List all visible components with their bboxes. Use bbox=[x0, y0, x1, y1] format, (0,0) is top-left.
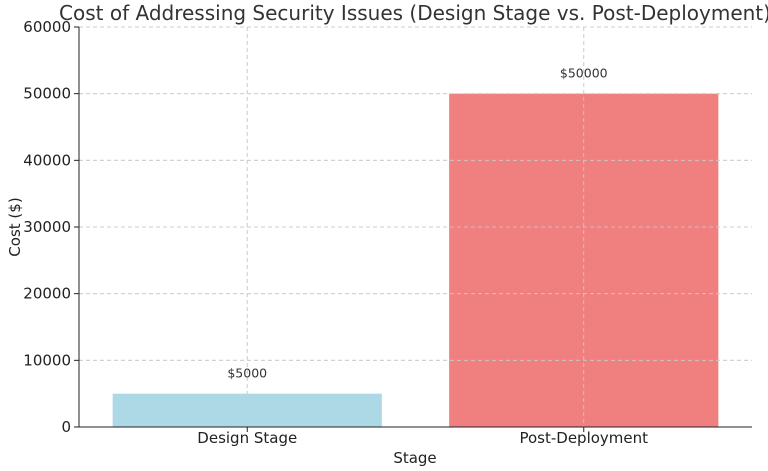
y-tick-label: 10000 bbox=[23, 351, 71, 369]
axes-layer bbox=[74, 26, 752, 432]
bars-layer bbox=[112, 93, 719, 428]
y-tick-label: 0 bbox=[61, 418, 71, 436]
x-tick-label: Post-Deployment bbox=[519, 429, 648, 447]
bar-data-label: $5000 bbox=[227, 366, 267, 381]
bar-data-label: $50000 bbox=[560, 66, 608, 81]
y-axis-label: Cost ($) bbox=[6, 197, 24, 256]
y-tick-label: 40000 bbox=[23, 151, 71, 169]
x-tick-label: Design Stage bbox=[197, 429, 297, 447]
y-tick-label: 50000 bbox=[23, 85, 71, 103]
chart-title: Cost of Addressing Security Issues (Desi… bbox=[59, 1, 768, 25]
y-tick-label: 30000 bbox=[23, 218, 71, 236]
y-tick-label: 20000 bbox=[23, 285, 71, 303]
x-axis-label: Stage bbox=[393, 449, 436, 467]
labels-layer: 0 10000 20000 30000 40000 50000 60000 $5000 $500… bbox=[23, 18, 648, 447]
y-tick-label: 60000 bbox=[23, 18, 71, 36]
